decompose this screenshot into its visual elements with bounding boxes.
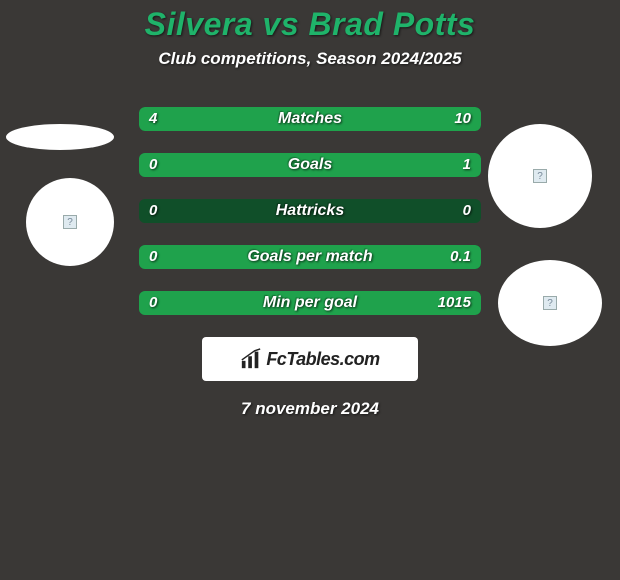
brand-box: FcTables.com (202, 337, 418, 381)
stat-value-right: 1 (463, 153, 471, 177)
stat-label: Min per goal (139, 291, 481, 315)
player-avatar-right-1: ? (488, 124, 592, 228)
stat-label: Goals per match (139, 245, 481, 269)
brand-text: FcTables.com (266, 349, 379, 370)
page-title: Silvera vs Brad Potts (0, 6, 620, 43)
stats-comparison: 4Matches100Goals10Hattricks00Goals per m… (139, 107, 481, 315)
stat-value-right: 0 (463, 199, 471, 223)
stat-label: Hattricks (139, 199, 481, 223)
subtitle: Club competitions, Season 2024/2025 (0, 49, 620, 69)
stat-row: 4Matches10 (139, 107, 481, 131)
stat-value-right: 0.1 (450, 245, 471, 269)
placeholder-icon: ? (63, 215, 77, 229)
stat-value-right: 10 (454, 107, 471, 131)
placeholder-icon: ? (543, 296, 557, 310)
stat-row: 0Goals per match0.1 (139, 245, 481, 269)
player-avatar-left: ? (26, 178, 114, 266)
player-avatar-right-2: ? (498, 260, 602, 346)
placeholder-icon: ? (533, 169, 547, 183)
stat-row: 0Min per goal1015 (139, 291, 481, 315)
date-text: 7 november 2024 (0, 399, 620, 419)
stat-label: Matches (139, 107, 481, 131)
stat-value-right: 1015 (438, 291, 471, 315)
stat-row: 0Goals1 (139, 153, 481, 177)
brand-logo-icon (240, 348, 262, 370)
stat-row: 0Hattricks0 (139, 199, 481, 223)
stat-label: Goals (139, 153, 481, 177)
decor-ellipse (6, 124, 114, 150)
